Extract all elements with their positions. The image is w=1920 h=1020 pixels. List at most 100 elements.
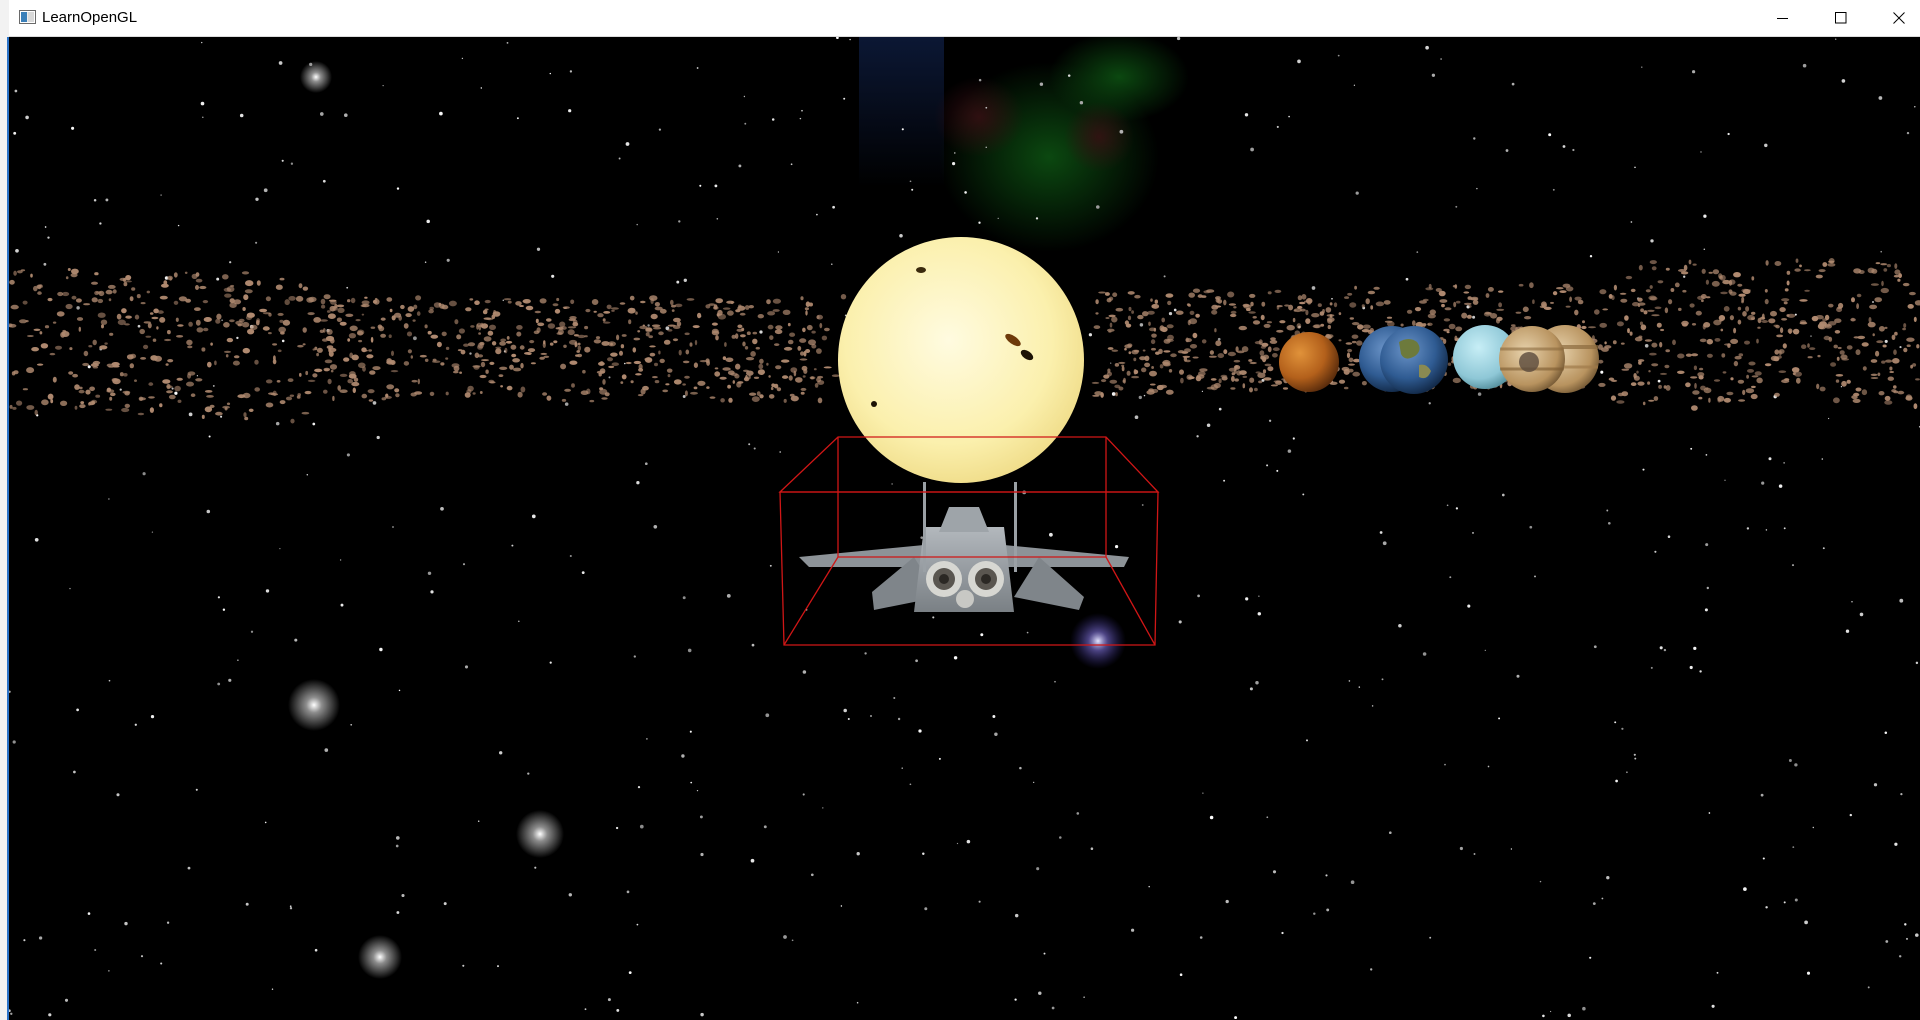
- minimize-button[interactable]: [1754, 0, 1812, 36]
- asteroid: [1774, 392, 1780, 397]
- asteroid: [1723, 397, 1731, 403]
- asteroid: [1795, 258, 1799, 263]
- asteroid: [671, 304, 676, 308]
- star: [763, 825, 767, 829]
- asteroid: [1261, 301, 1266, 307]
- asteroid: [1201, 339, 1207, 344]
- star: [1326, 908, 1330, 912]
- asteroid: [1729, 315, 1734, 321]
- asteroid: [808, 302, 814, 307]
- asteroid: [1419, 300, 1427, 304]
- asteroid: [1260, 345, 1266, 349]
- asteroid: [1828, 321, 1837, 326]
- star: [1245, 597, 1249, 601]
- asteroid: [481, 359, 489, 362]
- asteroid: [752, 331, 758, 335]
- asteroid: [1610, 395, 1617, 401]
- star: [1014, 998, 1017, 1001]
- star: [849, 38, 851, 41]
- asteroid: [1616, 321, 1624, 327]
- asteroid: [88, 402, 91, 406]
- close-button[interactable]: [1870, 0, 1920, 36]
- star: [216, 277, 220, 281]
- asteroid: [91, 400, 95, 404]
- asteroid: [184, 271, 188, 274]
- asteroid: [245, 280, 254, 287]
- asteroid: [161, 283, 169, 288]
- star: [9, 690, 11, 693]
- asteroid: [1691, 353, 1699, 357]
- asteroid: [1695, 310, 1702, 316]
- asteroid: [1211, 309, 1218, 315]
- star: [1276, 469, 1279, 472]
- asteroid: [104, 342, 108, 345]
- asteroid: [1761, 320, 1768, 323]
- opengl-viewport[interactable]: [9, 37, 1920, 1020]
- star: [38, 936, 43, 940]
- asteroid: [525, 305, 534, 311]
- asteroid: [1137, 314, 1144, 320]
- asteroid: [563, 344, 567, 348]
- asteroid: [694, 339, 698, 346]
- star: [1804, 920, 1808, 925]
- asteroid: [770, 386, 774, 391]
- asteroid: [9, 404, 13, 409]
- asteroid: [1325, 307, 1332, 313]
- asteroid: [316, 347, 323, 353]
- asteroid: [1599, 322, 1607, 328]
- maximize-button[interactable]: [1812, 0, 1870, 36]
- asteroid: [1541, 303, 1547, 309]
- asteroid: [347, 338, 351, 342]
- asteroid: [1107, 368, 1111, 373]
- star: [626, 890, 630, 894]
- asteroid: [649, 352, 656, 357]
- asteroid: [556, 297, 560, 302]
- asteroid: [671, 309, 675, 312]
- asteroid: [1249, 361, 1257, 365]
- asteroid: [1455, 326, 1463, 332]
- asteroid: [454, 319, 459, 325]
- asteroid: [1737, 306, 1742, 311]
- asteroid: [1846, 379, 1851, 384]
- asteroid: [556, 332, 563, 335]
- star: [1337, 54, 1340, 57]
- asteroid: [758, 363, 764, 370]
- asteroid: [1361, 304, 1365, 308]
- star: [1549, 1010, 1552, 1013]
- star: [920, 536, 923, 539]
- asteroid: [1150, 298, 1153, 302]
- asteroid: [323, 294, 331, 300]
- asteroid: [1297, 295, 1303, 301]
- asteroid: [1158, 348, 1163, 354]
- asteroid: [607, 357, 613, 362]
- asteroid: [1881, 360, 1886, 364]
- asteroid: [1744, 340, 1750, 345]
- asteroid: [323, 328, 326, 333]
- asteroid: [1227, 351, 1236, 357]
- star: [222, 608, 226, 611]
- asteroid: [414, 391, 423, 395]
- sun: [838, 237, 1084, 483]
- asteroid: [629, 308, 636, 311]
- star: [1589, 956, 1592, 959]
- asteroid: [1565, 305, 1571, 308]
- asteroid: [207, 361, 212, 368]
- asteroid: [282, 319, 291, 326]
- title-bar[interactable]: LearnOpenGL: [9, 0, 1920, 37]
- asteroid: [75, 298, 82, 303]
- asteroid: [202, 300, 209, 304]
- star: [477, 820, 480, 822]
- asteroid: [302, 327, 307, 333]
- asteroid: [1208, 355, 1217, 358]
- asteroid: [380, 333, 386, 338]
- asteroid: [95, 291, 102, 294]
- asteroid: [684, 390, 688, 397]
- asteroid: [1126, 370, 1131, 376]
- asteroid: [1246, 307, 1251, 312]
- asteroid: [210, 342, 213, 346]
- asteroid: [1906, 337, 1915, 342]
- asteroid: [366, 354, 374, 359]
- asteroid: [1209, 350, 1214, 355]
- bounding-box: [778, 436, 1160, 646]
- star: [255, 197, 259, 201]
